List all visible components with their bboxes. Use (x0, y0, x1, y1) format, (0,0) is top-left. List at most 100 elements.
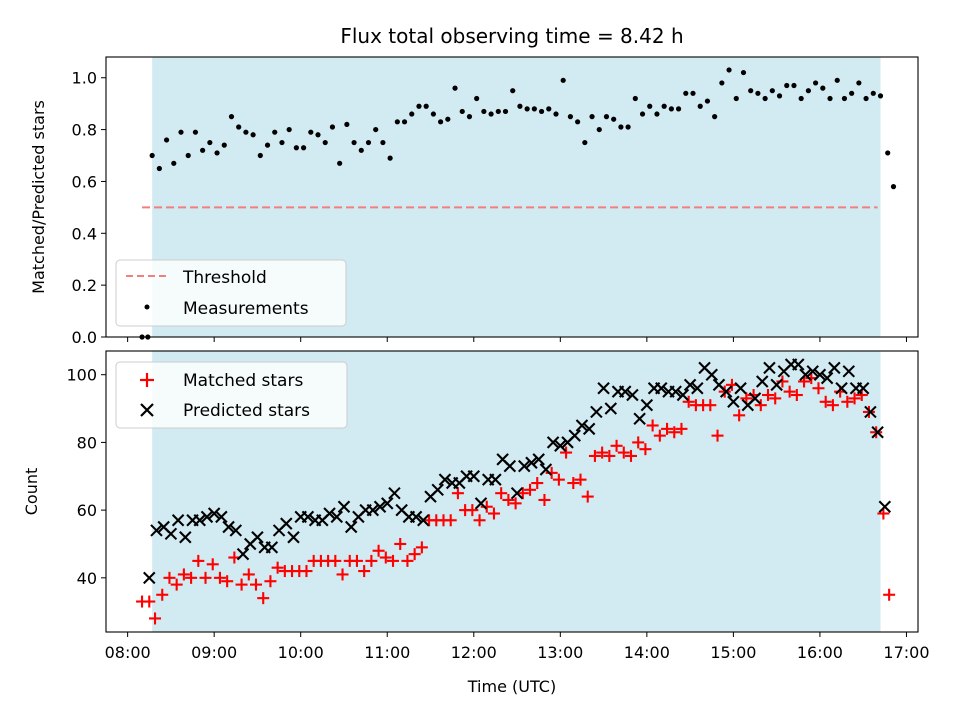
matched-star-point (192, 554, 205, 567)
measurement-point (618, 124, 624, 130)
matched-star-point (394, 537, 407, 550)
matched-star-point (848, 392, 861, 405)
matched-star-point (271, 561, 284, 574)
measurement-point (409, 111, 415, 117)
predicted-star-point (287, 530, 300, 544)
measurement-point (748, 88, 754, 94)
predicted-star-point (727, 395, 740, 409)
matched-star-point (379, 551, 392, 564)
predicted-star-point (554, 439, 567, 453)
predicted-star-point (417, 514, 430, 527)
measurement-point (474, 95, 480, 102)
measurement-point (675, 106, 682, 112)
matched-star-point (264, 575, 277, 588)
measurement-point (856, 80, 862, 86)
measurement-point (149, 152, 155, 159)
predicted-star-point (193, 514, 206, 527)
predicted-star-point (763, 361, 776, 375)
matched-star-point (538, 493, 551, 506)
matched-star-point (790, 389, 803, 402)
x-tick-label: 12:00 (451, 643, 497, 662)
measurement-point (394, 119, 400, 125)
x-tick-label: 16:00 (797, 643, 843, 662)
y-tick-label: 40 (77, 569, 97, 588)
matched-star-point (401, 554, 414, 567)
ratio-x-ticks (127, 337, 907, 342)
matched-star-point (624, 449, 637, 462)
x-tick-label: 11:00 (364, 643, 410, 662)
predicted-star-point (640, 398, 654, 412)
predicted-star-point (568, 429, 581, 442)
measurement-point (510, 88, 516, 94)
matched-star-point (387, 554, 400, 567)
predicted-star-point (864, 405, 877, 419)
measurement-point (358, 147, 364, 153)
measurement-point (430, 111, 436, 117)
measurement-point (603, 114, 610, 120)
predicted-star-point (409, 510, 423, 524)
matched-star-point (531, 477, 544, 490)
measurement-point (639, 111, 646, 117)
measurement-point (502, 108, 509, 115)
measurement-point (337, 160, 343, 166)
legend-matched-label: Matched stars (183, 371, 303, 391)
measurement-point (264, 142, 271, 148)
measurement-point (517, 103, 523, 109)
predicted-star-point (770, 378, 783, 392)
matched-star-point (502, 493, 515, 506)
measurement-point (820, 85, 826, 91)
predicted-star-point (719, 385, 733, 398)
measurement-point (661, 103, 667, 109)
ratio-y-ticks: 0.0 0.2 0.4 0.6 0.8 1.0 (72, 69, 106, 347)
predicted-star-point (525, 456, 538, 469)
matched-star-point (365, 554, 378, 567)
matched-star-point (185, 571, 198, 584)
legend-threshold-label: Threshold (182, 268, 267, 288)
x-tick-label: 09:00 (191, 643, 237, 662)
measurement-point (712, 114, 718, 120)
x-tick-label: 17:00 (883, 643, 929, 662)
matched-star-point (733, 409, 746, 422)
measurement-point (214, 150, 220, 156)
matched-star-point (524, 483, 537, 496)
measurement-point (769, 88, 775, 94)
matched-star-point (149, 612, 162, 625)
matched-star-point (206, 558, 219, 571)
measurement-point (243, 129, 249, 135)
predicted-star-point (150, 524, 163, 537)
predicted-star-point (691, 381, 704, 395)
measurement-point (178, 129, 184, 135)
measurement-point (380, 139, 386, 146)
measurement-point (575, 119, 581, 125)
predicted-star-point (820, 371, 834, 385)
matched-star-point (711, 429, 724, 442)
matched-star-point (646, 419, 659, 432)
x-tick-label: 15:00 (710, 643, 756, 662)
matched-star-point (163, 571, 176, 584)
matched-star-point (675, 422, 688, 435)
predicted-star-point (467, 470, 481, 483)
predicted-star-point (330, 510, 344, 524)
predicted-star-point (510, 486, 524, 500)
predicted-star-point (431, 483, 444, 497)
measurement-point (308, 129, 314, 135)
count-x-axis-label: Time (UTC) (467, 677, 556, 696)
measurement-point (704, 98, 711, 104)
predicted-star-point (503, 459, 517, 473)
predicted-star-point (222, 520, 235, 534)
measurement-point (329, 124, 336, 130)
measurement-point (690, 90, 696, 96)
measurement-point (582, 139, 588, 146)
measurement-point (423, 103, 429, 109)
measurement-point (784, 82, 790, 89)
matched-star-point (451, 487, 464, 500)
measurement-point (890, 184, 897, 190)
matched-star-point (257, 592, 270, 605)
legend-matched-swatch (140, 373, 154, 387)
matched-star-point (329, 554, 342, 567)
measurement-point (387, 155, 393, 161)
matched-star-point (480, 500, 493, 513)
predicted-star-point (799, 368, 812, 381)
measurement-point (870, 90, 876, 96)
measurement-point (272, 129, 278, 135)
